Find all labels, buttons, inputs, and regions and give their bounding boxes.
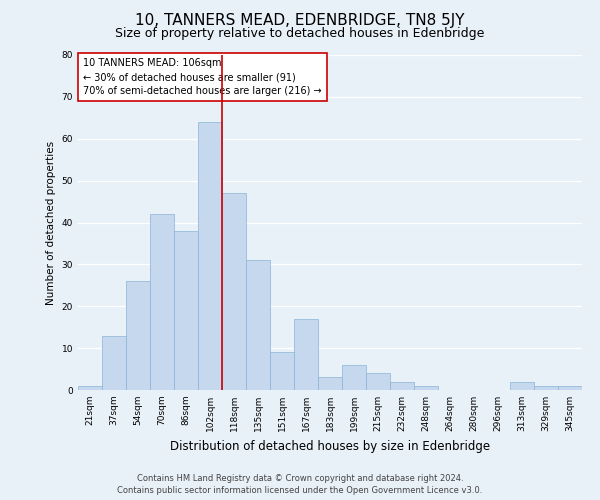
Text: Size of property relative to detached houses in Edenbridge: Size of property relative to detached ho… [115,28,485,40]
Bar [534,386,558,390]
Bar [270,352,294,390]
Bar [102,336,126,390]
Text: Contains HM Land Registry data © Crown copyright and database right 2024.
Contai: Contains HM Land Registry data © Crown c… [118,474,482,495]
Bar [390,382,414,390]
Bar [294,319,318,390]
Bar [342,365,366,390]
Text: 10, TANNERS MEAD, EDENBRIDGE, TN8 5JY: 10, TANNERS MEAD, EDENBRIDGE, TN8 5JY [135,12,465,28]
Bar [414,386,438,390]
X-axis label: Distribution of detached houses by size in Edenbridge: Distribution of detached houses by size … [170,440,490,452]
Bar [126,281,150,390]
Bar [558,386,582,390]
Bar [510,382,534,390]
Bar [366,373,390,390]
Bar [198,122,222,390]
Bar [222,193,246,390]
Bar [150,214,174,390]
Bar [246,260,270,390]
Bar [318,378,342,390]
Text: 10 TANNERS MEAD: 106sqm
← 30% of detached houses are smaller (91)
70% of semi-de: 10 TANNERS MEAD: 106sqm ← 30% of detache… [83,58,322,96]
Y-axis label: Number of detached properties: Number of detached properties [46,140,56,304]
Bar [78,386,102,390]
Bar [174,231,198,390]
